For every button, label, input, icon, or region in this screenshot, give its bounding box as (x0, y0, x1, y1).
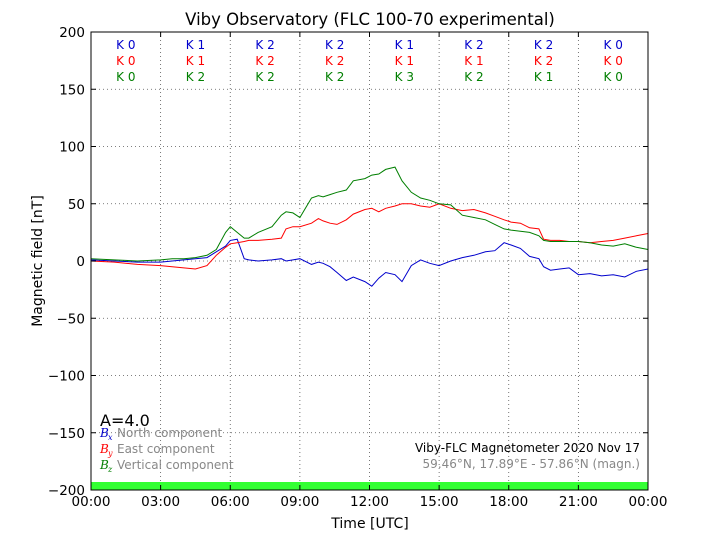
k-index-label: K 0 (116, 38, 135, 52)
x-tick-label: 21:00 (559, 494, 598, 510)
series-layer (90, 166, 649, 287)
x-tick-label: 03:00 (141, 494, 180, 510)
legend-subscript: x (108, 433, 113, 442)
k-index-label: K 3 (395, 70, 414, 84)
y-tick-label: 200 (59, 25, 85, 41)
k-index-label: K 2 (255, 54, 274, 68)
k-index-label: K 0 (116, 70, 135, 84)
x-tick-label: 00:00 (72, 494, 111, 510)
k-index-label: K 2 (534, 38, 553, 52)
y-tick-label: 50 (68, 197, 85, 213)
x-tick-label: 06:00 (211, 494, 250, 510)
k-index-label: K 1 (395, 54, 414, 68)
y-tick-label: −150 (48, 426, 85, 442)
y-tick-label: −100 (48, 369, 85, 385)
k-index-label: K 2 (186, 70, 205, 84)
legend-subscript: y (107, 449, 113, 458)
legend-symbol: B (99, 458, 109, 472)
k-index-label: K 1 (534, 70, 553, 84)
y-tick-label: 100 (59, 140, 85, 156)
chart-title: Viby Observatory (FLC 100-70 experimenta… (185, 10, 555, 29)
legend-symbol: B (99, 426, 109, 440)
x-tick-label: 00:00 (629, 494, 668, 510)
k-index-label: K 0 (604, 38, 623, 52)
y-tick-label: 150 (59, 82, 85, 98)
k-index-label: K 0 (116, 54, 135, 68)
y-tick-label: −200 (48, 483, 85, 499)
k-index-label: K 2 (325, 70, 344, 84)
k-index-label: K 2 (534, 54, 553, 68)
legend-label: East component (117, 442, 215, 456)
legend-label: North component (117, 426, 223, 440)
k-index-label: K 1 (186, 38, 205, 52)
k-index-label: K 2 (464, 38, 483, 52)
k-index-label: K 2 (464, 70, 483, 84)
y-tick-label: −50 (57, 311, 86, 327)
a-index: A=4.0 (100, 411, 150, 430)
y-tick-label: 0 (76, 254, 85, 270)
axis-ticks: 00:00 03:00 06:00 09:00 12:00 15:00 18:00 21:00… (48, 25, 668, 510)
x-axis-label: Time [UTC] (330, 516, 408, 532)
legend-label: Vertical component (117, 458, 234, 472)
y-axis-label: Magnetic field [nT] (30, 195, 46, 327)
series-line-z (90, 166, 649, 262)
info-line-2: 59.46°N, 17.89°E - 57.86°N (magn.) (423, 457, 640, 471)
info-line-1: Viby-FLC Magnetometer 2020 Nov 17 (415, 441, 640, 455)
k-index-label: K 2 (255, 38, 274, 52)
x-tick-label: 18:00 (489, 494, 528, 510)
x-tick-label: 12:00 (350, 494, 389, 510)
k-index-label: K 1 (186, 54, 205, 68)
k-index-label: K 2 (255, 70, 274, 84)
series-line-x (90, 238, 649, 287)
k-index-label: K 2 (325, 54, 344, 68)
k-index-label: K 1 (395, 38, 414, 52)
k-index-labels: K 0 K 1 K 2 K 2 K 1 K 2 K 2 K 0 K 0 K 1 K 2 K 2 K 1 K… (116, 38, 623, 84)
k-index-label: K 1 (464, 54, 483, 68)
legend-symbol: B (99, 442, 109, 456)
x-tick-label: 15:00 (420, 494, 459, 510)
grid-lines (91, 32, 648, 490)
x-tick-label: 09:00 (280, 494, 319, 510)
series-line-y (90, 203, 649, 270)
k-index-label: K 0 (604, 70, 623, 84)
k-index-label: K 2 (325, 38, 344, 52)
legend-subscript: z (107, 465, 113, 474)
k-index-label: K 0 (604, 54, 623, 68)
